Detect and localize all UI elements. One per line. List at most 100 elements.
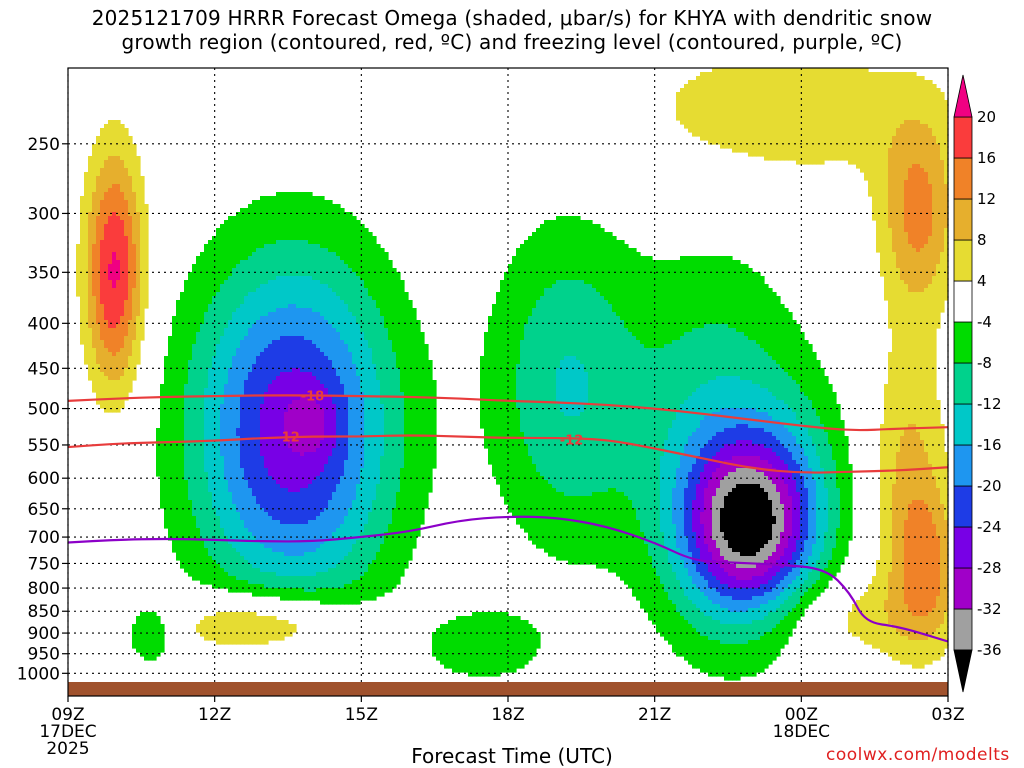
- omega-cell: [808, 344, 813, 401]
- omega-cell: [684, 332, 689, 401]
- omega-cell: [760, 604, 765, 621]
- omega-cell: [392, 268, 397, 353]
- omega-cell: [724, 428, 729, 445]
- omega-cell: [760, 388, 765, 413]
- omega-cell: [292, 276, 297, 305]
- omega-cell: [256, 540, 261, 569]
- omega-cell: [820, 424, 825, 469]
- omega-cell: [116, 324, 121, 353]
- omega-cell: [304, 524, 309, 553]
- omega-cell: [332, 588, 337, 605]
- omega-cell: [744, 336, 749, 381]
- omega-cell: [732, 444, 737, 457]
- omega-cell: [292, 452, 297, 493]
- omega-cell: [760, 428, 765, 445]
- omega-cell: [564, 416, 569, 497]
- omega-cell: [656, 576, 661, 633]
- omega-cell: [720, 408, 725, 433]
- omega-cell: [712, 456, 717, 473]
- omega-cell: [836, 488, 841, 529]
- omega-cell: [704, 596, 709, 617]
- omega-cell: [816, 68, 821, 165]
- omega-cell: [944, 452, 948, 521]
- omega-cell: [280, 524, 285, 553]
- x-tick-label: 03Z: [931, 705, 964, 725]
- omega-cell: [244, 208, 249, 261]
- omega-cell: [824, 568, 829, 589]
- omega-cell: [896, 452, 901, 633]
- omega-cell: [832, 548, 837, 577]
- omega-cell: [176, 300, 181, 561]
- omega-cell: [228, 492, 233, 545]
- omega-cell: [120, 348, 125, 377]
- omega-cell: [768, 480, 773, 501]
- omega-cell: [196, 528, 201, 581]
- omega-cell: [108, 380, 113, 413]
- omega-cell: [460, 616, 465, 673]
- omega-cell: [240, 304, 245, 341]
- omega-cell: [128, 356, 133, 393]
- omega-cell: [760, 472, 765, 489]
- omega-cell: [224, 572, 229, 589]
- omega-cell: [692, 80, 697, 137]
- omega-cell: [304, 308, 309, 341]
- omega-cell: [720, 448, 725, 465]
- omega-cell: [308, 576, 313, 593]
- omega-cell: [688, 332, 693, 397]
- omega-cell: [368, 564, 373, 601]
- omega-cell: [912, 616, 917, 641]
- dendritic-contour-line: [68, 434, 948, 474]
- omega-cell: [940, 252, 945, 313]
- omega-cell: [936, 488, 941, 537]
- source-credit-link[interactable]: coolwx.com/modelts: [826, 745, 1010, 765]
- omega-cell: [764, 584, 769, 593]
- omega-cell: [128, 216, 133, 321]
- omega-cell: [388, 260, 393, 341]
- omega-cell: [312, 400, 317, 453]
- omega-cell: [140, 612, 145, 657]
- omega-cell: [208, 304, 213, 369]
- omega-cell: [920, 76, 925, 125]
- omega-cell: [784, 588, 789, 601]
- omega-cell: [788, 472, 793, 497]
- omega-cell: [272, 572, 277, 589]
- omega-cell: [284, 588, 289, 601]
- omega-cell: [732, 612, 737, 625]
- omega-cell: [772, 436, 777, 453]
- y-tick-label: 550: [28, 436, 60, 456]
- omega-cell: [572, 280, 577, 357]
- omega-cell: [736, 580, 741, 589]
- omega-cell: [772, 484, 777, 517]
- colorbar-label: -20: [977, 477, 1002, 495]
- omega-cell: [284, 556, 289, 577]
- omega-cell: [916, 500, 921, 617]
- omega-cell: [728, 596, 733, 613]
- omega-cell: [100, 304, 105, 341]
- omega-cell: [232, 216, 237, 269]
- omega-cell: [712, 68, 717, 145]
- omega-cell: [724, 256, 729, 325]
- omega-cell: [892, 136, 897, 253]
- omega-cell: [788, 408, 793, 433]
- omega-cell: [772, 612, 777, 629]
- omega-cell: [100, 240, 105, 305]
- omega-cell: [736, 568, 741, 581]
- omega-cell: [732, 564, 737, 577]
- omega-cell: [116, 120, 121, 157]
- omega-cell: [780, 568, 785, 581]
- omega-cell: [928, 80, 933, 129]
- omega-cell: [232, 268, 237, 313]
- omega-cell: [928, 236, 933, 285]
- omega-cell: [724, 460, 729, 477]
- omega-cell: [344, 396, 349, 461]
- omega-cell: [912, 120, 917, 165]
- omega-cell: [772, 628, 777, 661]
- omega-cell: [888, 352, 893, 573]
- omega-cell: [280, 308, 285, 337]
- omega-cell: [760, 348, 765, 389]
- dendritic-contour-line: [68, 394, 948, 432]
- omega-cell: [676, 580, 681, 613]
- omega-cell: [740, 468, 745, 485]
- omega-cell: [716, 604, 721, 621]
- omega-cell: [316, 280, 321, 313]
